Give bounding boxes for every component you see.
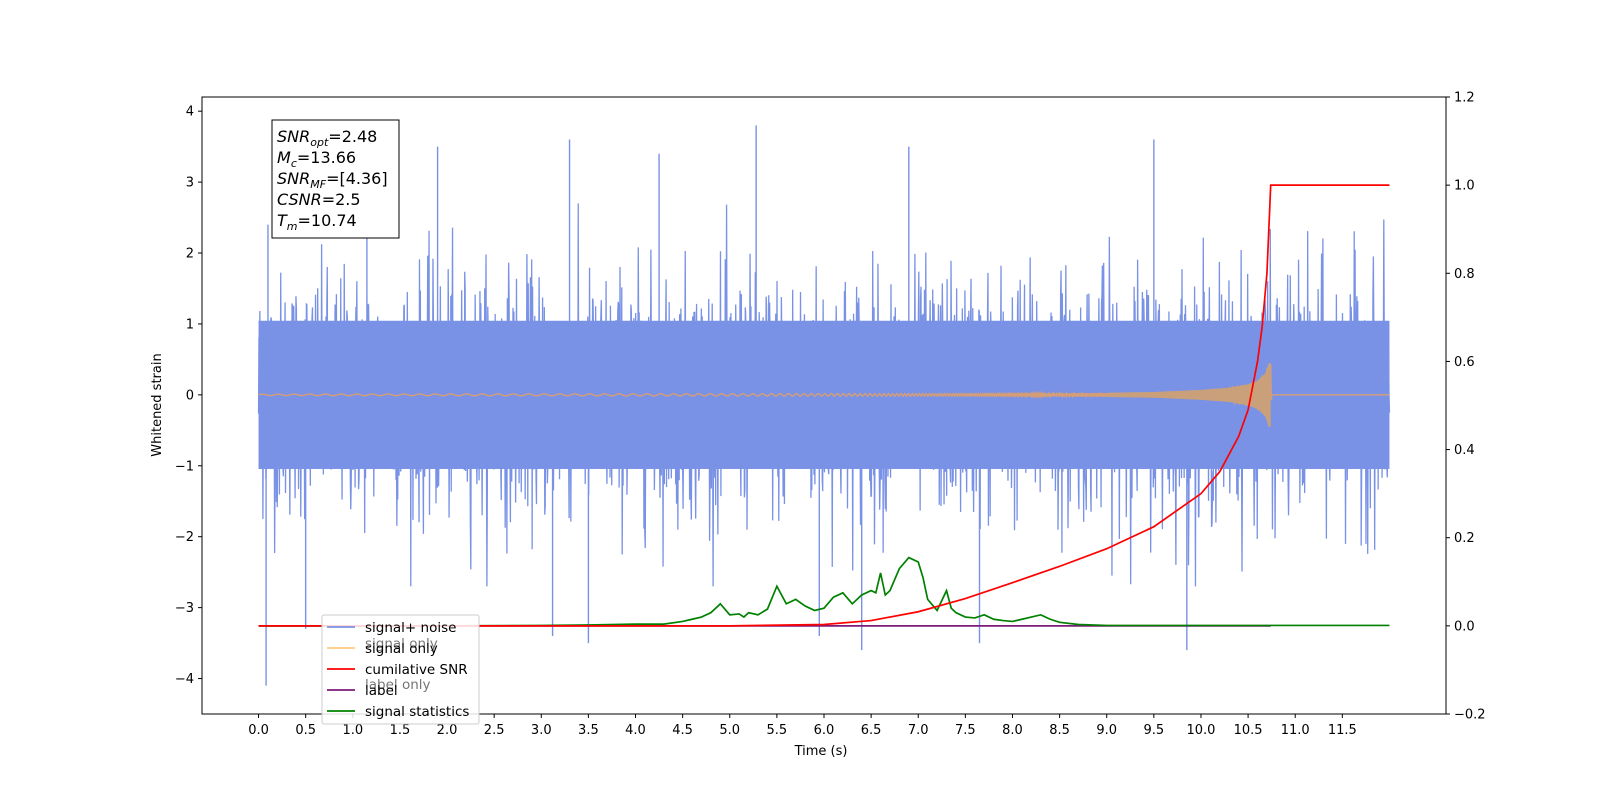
annotation-value: =10.74 bbox=[298, 211, 357, 230]
y-tick-label: 4 bbox=[186, 105, 194, 120]
y-tick-label: 1 bbox=[186, 317, 194, 332]
y-tick-label: −2 bbox=[175, 530, 194, 545]
signal-only-series bbox=[258, 362, 1390, 427]
signal-envelope bbox=[1106, 362, 1271, 427]
legend-ghost-text: label only bbox=[365, 677, 431, 693]
x-tick-label: 1.0 bbox=[342, 723, 363, 738]
annotation-subscript: m bbox=[287, 220, 298, 233]
annotation-symbol: SNR bbox=[277, 169, 310, 188]
legend-frame bbox=[321, 614, 480, 725]
y-axis-left: −4 −3 −2 −1 0 1 2 3 4 bbox=[175, 105, 202, 687]
annotation-line: Tm=10.74 bbox=[277, 211, 357, 233]
x-tick-label: 10.0 bbox=[1186, 723, 1215, 738]
x-tick-label: 0.0 bbox=[248, 723, 269, 738]
annotation-subscript: c bbox=[291, 157, 297, 170]
y-tick-label: −1 bbox=[175, 459, 194, 474]
x-tick-label: 6.5 bbox=[861, 723, 882, 738]
y-tick-label: −3 bbox=[175, 601, 194, 616]
legend-label: label bbox=[365, 683, 398, 699]
annotation-symbol: T bbox=[277, 211, 288, 230]
annotation-subscript: opt bbox=[310, 136, 329, 149]
x-tick-label: 7.5 bbox=[955, 723, 976, 738]
x-tick-label: 3.5 bbox=[578, 723, 599, 738]
annotation-value: =2.5 bbox=[322, 190, 361, 209]
x-tick-label: 11.0 bbox=[1281, 723, 1310, 738]
annotation-line: SNRopt=2.48 bbox=[277, 127, 377, 149]
y2-tick-label: −0.2 bbox=[1454, 708, 1486, 723]
annotation-line: CSNR=2.5 bbox=[277, 190, 361, 209]
y2-tick-label: 0.8 bbox=[1454, 267, 1475, 282]
legend-label: signal statistics bbox=[365, 704, 469, 720]
y2-tick-label: 0.2 bbox=[1454, 531, 1475, 546]
signal-statistics-line bbox=[258, 556, 1390, 627]
x-tick-label: 9.0 bbox=[1096, 723, 1117, 738]
x-tick-label: 10.5 bbox=[1234, 723, 1263, 738]
cumulative-snr-line bbox=[258, 184, 1390, 627]
annotation-line: SNRMF=[4.36] bbox=[277, 169, 388, 191]
x-tick-label: 9.5 bbox=[1144, 723, 1165, 738]
y2-tick-label: 1.0 bbox=[1454, 179, 1475, 194]
y-tick-label: −4 bbox=[175, 672, 194, 687]
legend-label: signal+ noise bbox=[365, 620, 456, 636]
annotation-frame bbox=[271, 119, 400, 239]
legend-label: cumilative SNR bbox=[365, 662, 468, 678]
annotation-value: =13.66 bbox=[297, 148, 356, 167]
annotation-value: =[4.36] bbox=[326, 169, 388, 188]
x-tick-label: 3.0 bbox=[531, 723, 552, 738]
y2-tick-label: 0.6 bbox=[1454, 355, 1475, 370]
annotation-value: =2.48 bbox=[328, 127, 377, 146]
annotation-line: Mc=13.66 bbox=[277, 148, 356, 170]
annotation-symbol: CSNR bbox=[277, 190, 322, 209]
legend-ghost-text: signal only bbox=[365, 636, 438, 652]
x-tick-label: 7.0 bbox=[908, 723, 929, 738]
x-tick-label: 5.0 bbox=[719, 723, 740, 738]
x-tick-label: 1.5 bbox=[390, 723, 411, 738]
x-tick-label: 2.5 bbox=[484, 723, 505, 738]
annotation-symbol: SNR bbox=[277, 127, 310, 146]
noise-series bbox=[257, 125, 1391, 686]
y2-tick-label: 0.4 bbox=[1454, 443, 1475, 458]
y-tick-label: 3 bbox=[186, 176, 194, 191]
x-tick-label: 11.5 bbox=[1328, 723, 1357, 738]
y-axis-label: Whitened strain bbox=[150, 353, 165, 456]
legend-label: signal only bbox=[365, 641, 438, 657]
x-tick-label: 0.5 bbox=[295, 723, 316, 738]
annotation-symbol: M bbox=[277, 148, 291, 167]
x-tick-label: 4.0 bbox=[625, 723, 646, 738]
annotation-subscript: MF bbox=[310, 178, 326, 191]
x-tick-label: 8.0 bbox=[1002, 723, 1023, 738]
y-axis-right: −0.2 0.0 0.2 0.4 0.6 0.8 1.0 1.2 bbox=[1446, 91, 1486, 723]
x-tick-label: 4.5 bbox=[672, 723, 693, 738]
x-tick-label: 6.0 bbox=[814, 723, 835, 738]
x-tick-label: 8.5 bbox=[1049, 723, 1070, 738]
y-tick-label: 0 bbox=[186, 388, 194, 403]
y2-tick-label: 1.2 bbox=[1454, 91, 1475, 106]
x-tick-label: 2.0 bbox=[437, 723, 458, 738]
x-axis: 0.0 0.5 1.0 1.5 2.0 2.5 3.0 3.5 4.0 4.5 5.0 5.5 6.0 6… bbox=[248, 714, 1357, 738]
parameter-annotation-box: SNRopt=2.48Mc=13.66SNRMF=[4.36]CSNR=2.5T… bbox=[271, 119, 400, 239]
x-tick-label: 5.5 bbox=[767, 723, 788, 738]
y-tick-label: 2 bbox=[186, 247, 194, 262]
y2-tick-label: 0.0 bbox=[1454, 619, 1475, 634]
x-axis-label: Time (s) bbox=[794, 744, 848, 759]
